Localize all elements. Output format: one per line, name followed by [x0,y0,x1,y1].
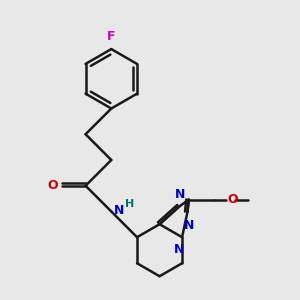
Text: N: N [174,243,184,256]
Text: O: O [47,179,58,192]
Text: O: O [227,193,238,206]
Text: H: H [125,199,134,209]
Text: N: N [114,204,124,217]
Text: N: N [184,219,194,232]
Text: N: N [175,188,185,201]
Text: F: F [107,30,116,43]
